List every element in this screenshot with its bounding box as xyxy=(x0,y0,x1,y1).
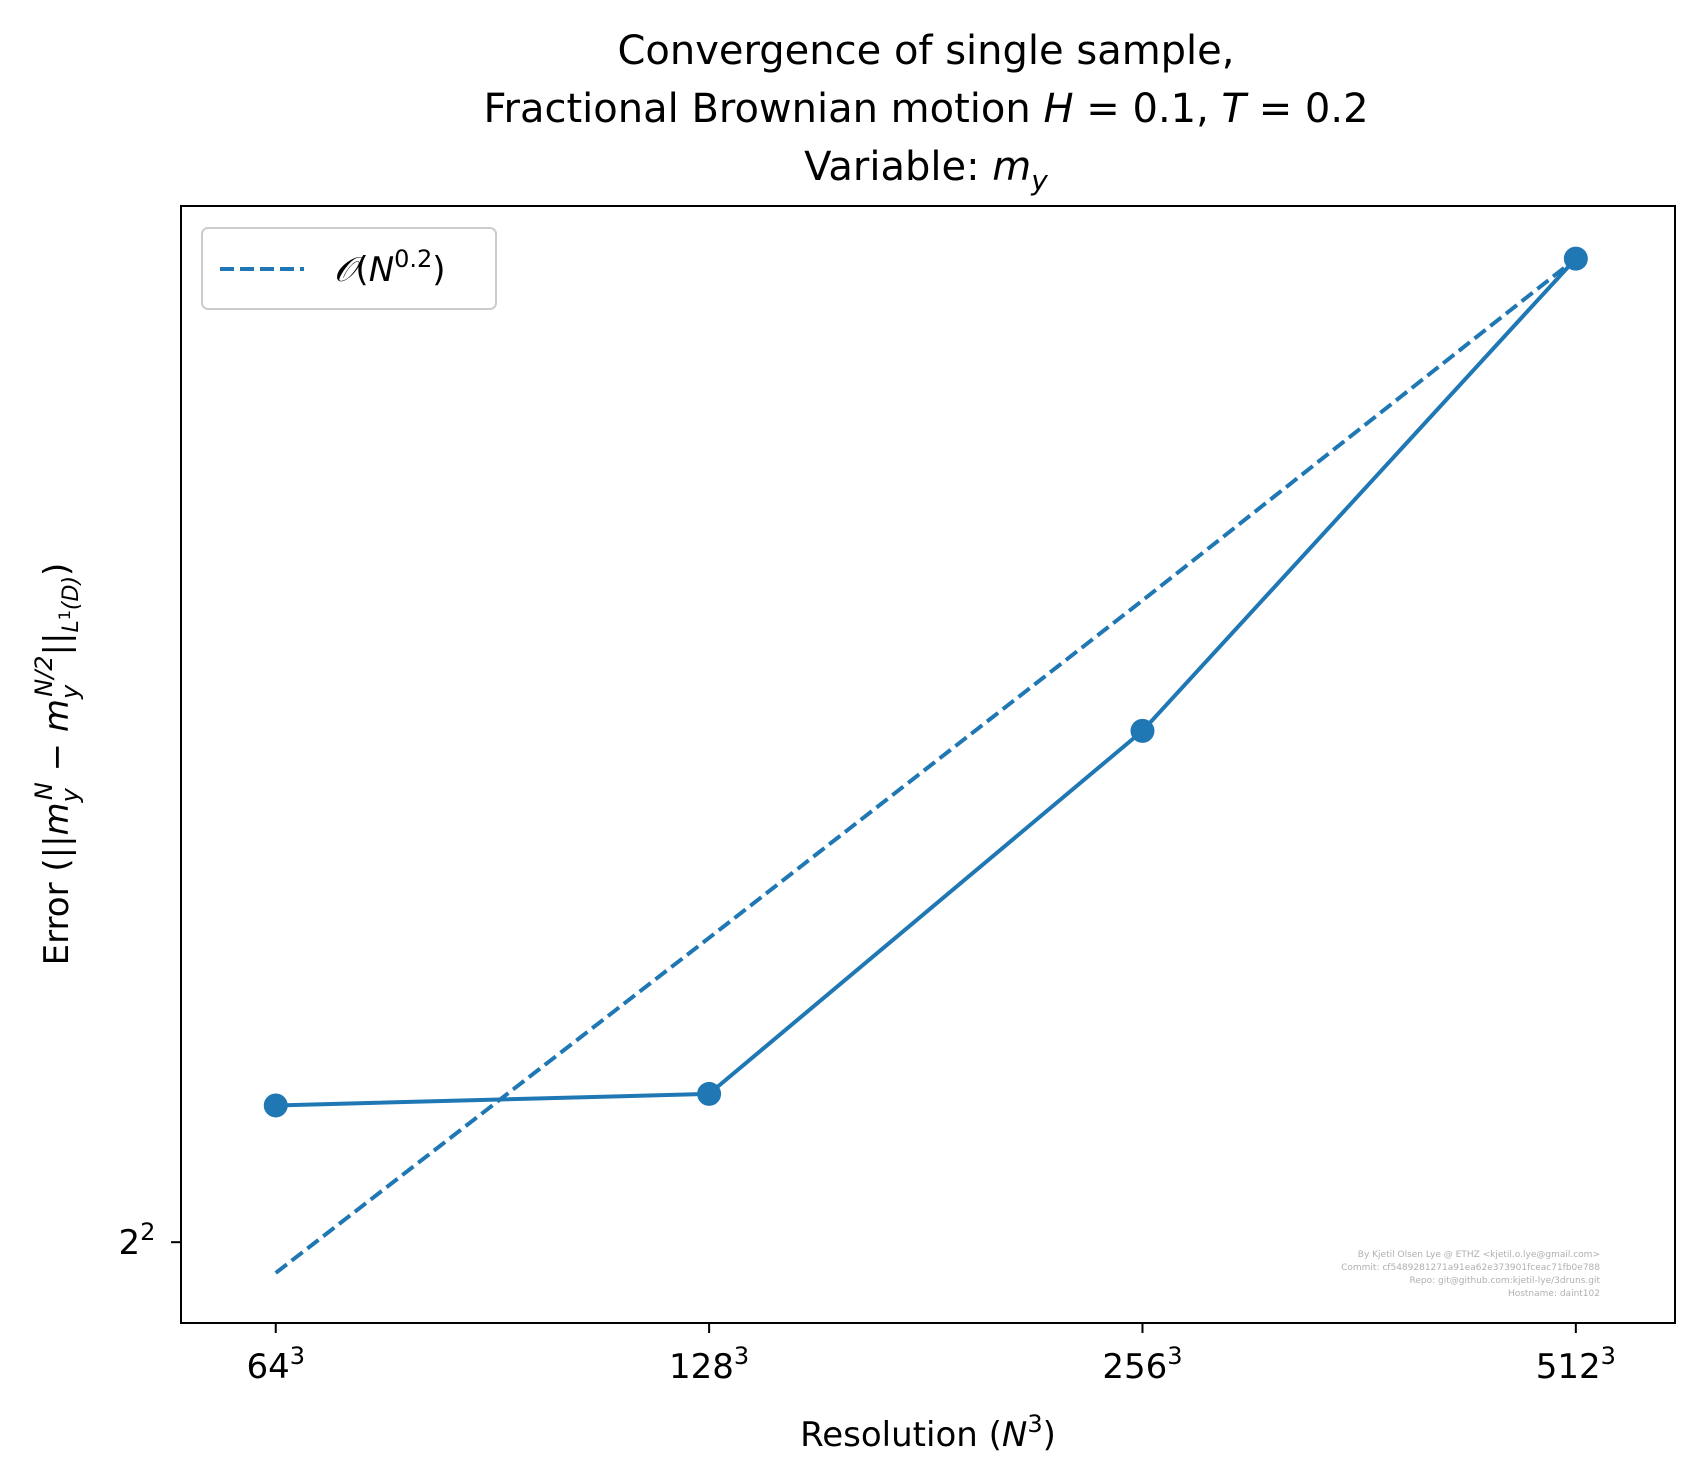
series-layer xyxy=(263,246,1588,1275)
title-line-1: Convergence of single sample, xyxy=(618,28,1235,74)
x-axis-label: Resolution (N3) xyxy=(800,1410,1056,1455)
watermark-repo: Repo: git@github.com:kjetil-lye/3druns.g… xyxy=(1410,1276,1601,1286)
x-axis-ticks: 643 1283 2563 5123 xyxy=(246,1323,1616,1387)
legend-box xyxy=(201,227,497,310)
data-point xyxy=(263,1093,288,1118)
y-axis-label: Error (||myN − myN/2||L1(D)) xyxy=(30,563,84,966)
title-line-2: Fractional Brownian motion H = 0.1, T = … xyxy=(483,86,1368,132)
legend: 𝒪(N0.2) xyxy=(201,227,497,310)
x-tick-label: 643 xyxy=(246,1342,305,1387)
y-axis-ticks: 22 xyxy=(119,1218,181,1263)
chart-title: Convergence of single sample, Fractional… xyxy=(483,28,1368,197)
watermark-author: By Kjetil Olsen Lye @ ETHZ <kjetil.o.lye… xyxy=(1358,1250,1600,1260)
data-point xyxy=(1130,718,1155,743)
y-tick-label: 22 xyxy=(119,1218,156,1263)
title-line-3: Variable: my xyxy=(804,144,1048,197)
legend-label: 𝒪(N0.2) xyxy=(334,245,446,290)
error-line xyxy=(275,257,1578,1108)
x-tick-label: 2563 xyxy=(1102,1342,1182,1387)
x-tick-label: 5123 xyxy=(1536,1342,1616,1387)
reference-line xyxy=(274,257,1578,1275)
x-tick-label: 1283 xyxy=(669,1342,749,1387)
watermark: By Kjetil Olsen Lye @ ETHZ <kjetil.o.lye… xyxy=(1341,1250,1600,1299)
data-point xyxy=(697,1081,722,1106)
watermark-commit: Commit: cf5489281271a91ea62e373901fceac7… xyxy=(1341,1263,1600,1273)
plot-area xyxy=(180,205,1676,1324)
watermark-hostname: Hostname: daint102 xyxy=(1508,1289,1600,1299)
